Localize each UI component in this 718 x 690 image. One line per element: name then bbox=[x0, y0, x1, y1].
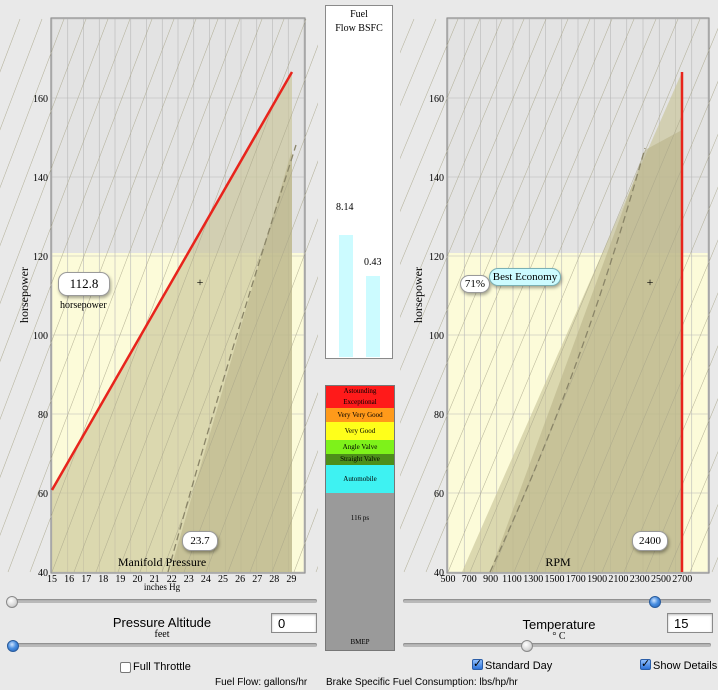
manifold-pressure-readout[interactable]: 23.7 bbox=[182, 531, 218, 551]
rpm-plot[interactable]: 40 60 80 100 120 140 160 500 700 900 1100 1300 1500… bbox=[183, 0, 718, 595]
left-xtick-label: 27 bbox=[252, 574, 262, 585]
left-xtick-label: 23 bbox=[184, 574, 194, 585]
fuel-flow-panel: Fuel Flow BSFC 8.14 0.43 bbox=[325, 5, 393, 359]
left-xtick-label: 29 bbox=[286, 574, 296, 585]
fuel-panel-subtitle: Flow BSFC bbox=[335, 23, 383, 34]
bsfc-value-label: 0.43 bbox=[364, 257, 382, 268]
left-ytick-label: 160 bbox=[33, 94, 48, 105]
pressure-altitude-unit: feet bbox=[154, 629, 170, 640]
bsfc-units-note: Brake Specific Fuel Consumption: lbs/hp/… bbox=[326, 677, 518, 688]
right-xtick-label: 700 bbox=[462, 574, 477, 585]
horsepower-readout: 112.8 bbox=[58, 272, 110, 296]
left-xtick-label: 20 bbox=[133, 574, 143, 585]
right-ytick-label: 60 bbox=[434, 489, 444, 500]
right-xtick-label: 2500 bbox=[651, 574, 671, 585]
rating-band-exceptional: Exceptional bbox=[326, 397, 394, 408]
bmep-value-label: 116 ps bbox=[350, 514, 370, 522]
rating-band-astounding: Astounding bbox=[326, 386, 394, 397]
mixture-mode-badge[interactable]: Best Economy bbox=[489, 268, 561, 286]
left-xtick-label: 17 bbox=[81, 574, 91, 585]
manifold-pressure-slider-knob[interactable] bbox=[6, 596, 18, 608]
rpm-slider[interactable] bbox=[403, 599, 711, 603]
left-ytick-label: 40 bbox=[38, 568, 48, 579]
right-xtick-label: 2700 bbox=[672, 574, 692, 585]
right-ytick-label: 40 bbox=[434, 568, 444, 579]
temperature-slider[interactable] bbox=[403, 643, 711, 647]
fuel-panel-title: Fuel bbox=[350, 9, 368, 20]
left-xtick-label: 28 bbox=[269, 574, 279, 585]
left-xaxis-unit: inches Hg bbox=[144, 582, 181, 592]
right-xtick-label: 1300 bbox=[523, 574, 543, 585]
manifold-pressure-plot[interactable]: 40 60 80 100 120 140 160 15 16 17 18 19 20 21 22 23 24 2… bbox=[0, 0, 718, 595]
right-ytick-label: 100 bbox=[429, 331, 444, 342]
right-xtick-label: 1700 bbox=[566, 574, 586, 585]
temperature-input[interactable]: 15 bbox=[667, 613, 713, 633]
right-xtick-label: 2300 bbox=[630, 574, 650, 585]
right-xtick-label: 2100 bbox=[608, 574, 628, 585]
right-xtick-label: 1900 bbox=[587, 574, 607, 585]
left-ytick-label: 60 bbox=[38, 489, 48, 500]
right-ytick-label: 120 bbox=[429, 252, 444, 263]
right-yaxis-title: horsepower bbox=[411, 267, 425, 323]
rating-band-very-very-good: Very Very Good bbox=[326, 408, 394, 422]
left-xtick-label: 22 bbox=[167, 574, 177, 585]
rating-band-very-good: Very Good bbox=[326, 422, 394, 440]
rpm-slider-knob[interactable] bbox=[649, 596, 661, 608]
left-xtick-label: 19 bbox=[115, 574, 125, 585]
left-ytick-label: 120 bbox=[33, 252, 48, 263]
rating-band-straight-valve: Straight Valve bbox=[326, 454, 394, 465]
right-xtick-label: 500 bbox=[441, 574, 456, 585]
left-xtick-label: 15 bbox=[47, 574, 57, 585]
right-xtick-label: 900 bbox=[483, 574, 498, 585]
pressure-altitude-label: Pressure Altitude bbox=[112, 615, 212, 630]
left-xtick-label: 16 bbox=[64, 574, 74, 585]
horsepower-readout-unit: horsepower bbox=[60, 300, 107, 311]
right-ytick-label: 140 bbox=[429, 173, 444, 184]
left-xtick-label: 24 bbox=[201, 574, 211, 585]
full-throttle-checkbox[interactable] bbox=[120, 662, 131, 673]
right-xtick-label: 1500 bbox=[545, 574, 565, 585]
manifold-pressure-slider[interactable] bbox=[7, 599, 317, 603]
full-throttle-label[interactable]: Full Throttle bbox=[133, 661, 191, 673]
pressure-altitude-slider[interactable] bbox=[7, 643, 317, 647]
left-cursor-marker: + bbox=[197, 275, 204, 289]
show-details-label[interactable]: Show Details bbox=[653, 660, 718, 672]
bmep-rating-scale: Astounding Exceptional Very Very Good Very … bbox=[325, 385, 395, 651]
pressure-altitude-input[interactable]: 0 bbox=[271, 613, 317, 633]
rating-band-automobile: Automobile bbox=[326, 465, 394, 493]
left-xtick-label: 21 bbox=[150, 574, 160, 585]
fuel-flow-bar bbox=[339, 234, 353, 357]
temperature-label: Temperature bbox=[522, 617, 596, 632]
left-xtick-label: 18 bbox=[98, 574, 108, 585]
left-ytick-label: 80 bbox=[38, 410, 48, 421]
show-details-checkbox[interactable] bbox=[640, 657, 651, 670]
pressure-altitude-slider-knob[interactable] bbox=[7, 640, 19, 652]
left-xtick-label: 25 bbox=[218, 574, 228, 585]
left-yaxis-title: horsepower bbox=[17, 267, 31, 323]
standard-day-checkbox[interactable] bbox=[472, 657, 483, 670]
right-ytick-label: 160 bbox=[429, 94, 444, 105]
standard-day-label[interactable]: Standard Day bbox=[485, 660, 553, 672]
power-percent-readout: 71% bbox=[460, 275, 490, 293]
right-cursor-marker: + bbox=[647, 275, 654, 289]
left-ytick-label: 140 bbox=[33, 173, 48, 184]
fuel-flow-value-label: 8.14 bbox=[336, 202, 354, 213]
left-xtick-label: 26 bbox=[235, 574, 245, 585]
left-ytick-label: 100 bbox=[33, 331, 48, 342]
left-xaxis-title: Manifold Pressure bbox=[118, 555, 206, 569]
right-ytick-label: 80 bbox=[434, 410, 444, 421]
bmep-footer-label: BMEP bbox=[350, 638, 370, 646]
bsfc-bar bbox=[366, 276, 380, 357]
right-xtick-label: 1100 bbox=[502, 574, 522, 585]
fuel-flow-units-note: Fuel Flow: gallons/hr bbox=[215, 677, 308, 688]
rating-band-angle-valve: Angle Valve bbox=[326, 440, 394, 454]
temperature-slider-knob[interactable] bbox=[521, 640, 533, 652]
right-xaxis-title: RPM bbox=[545, 555, 571, 569]
temperature-unit: ° C bbox=[552, 631, 566, 642]
rpm-readout[interactable]: 2400 bbox=[632, 531, 668, 551]
rpm-chart[interactable]: 40 60 80 100 120 140 160 500 700 900 1100 1300 1500… bbox=[183, 0, 718, 595]
manifold-pressure-chart[interactable]: 40 60 80 100 120 140 160 15 16 17 18 19 20 21 22 23 24 2… bbox=[0, 0, 718, 595]
